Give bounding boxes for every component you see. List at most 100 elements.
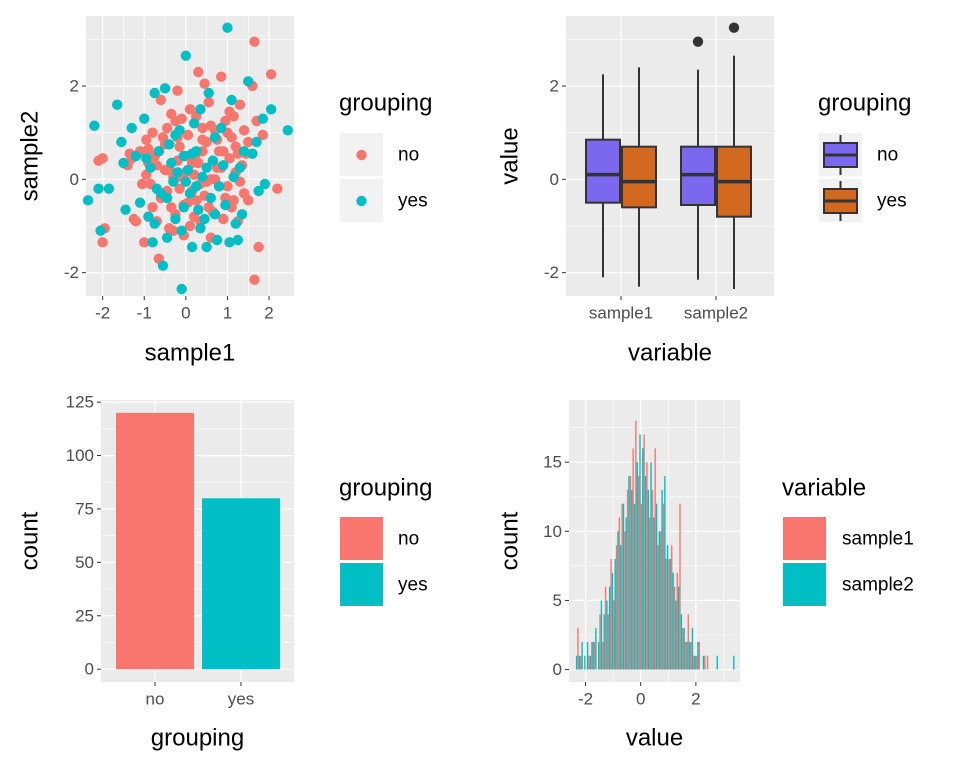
scatter-point-yes (216, 122, 227, 134)
hist-bar-sample2 (584, 655, 586, 670)
scatter-point-yes (203, 87, 214, 99)
hist-bar-sample2 (672, 572, 674, 670)
scatter-point-yes (176, 225, 187, 236)
legend-label-no: no (398, 145, 419, 166)
hist-bar-sample1 (646, 462, 648, 670)
y-axis-title: count (17, 511, 44, 570)
hist-bar-sample2 (697, 641, 699, 670)
scatter-point-yes (201, 241, 212, 253)
scatter-point-yes (116, 136, 127, 148)
y-axis-title: count (497, 511, 524, 570)
scatter-point-yes (259, 178, 271, 190)
legend-title: grouping (339, 90, 432, 117)
scatter-point-no (238, 125, 250, 136)
y-tick-label: 100 (66, 446, 94, 465)
hist-bar-sample2 (658, 531, 661, 670)
box-sample1-yes (621, 145, 657, 209)
hist-bar-sample2 (686, 641, 688, 670)
hist-bar-sample2 (614, 558, 616, 670)
scatter-point-yes (93, 183, 104, 194)
scatter-point-no (184, 220, 196, 232)
scatter-point-no (253, 241, 264, 253)
scatter-point-yes (186, 148, 198, 159)
scatter-point-yes (103, 183, 115, 194)
x-axis-title: sample1 (145, 340, 236, 367)
scatter-point-yes (141, 153, 152, 164)
scatter-point-yes (222, 22, 233, 33)
box-outlier (728, 22, 740, 33)
hist-bar-sample2 (631, 489, 633, 670)
y-tick-label: 25 (75, 606, 94, 625)
scatter-point-yes (130, 150, 142, 162)
scatter-point-no (203, 202, 214, 213)
scatter-point-yes (224, 237, 235, 248)
hist-bar-sample2 (683, 628, 685, 670)
scatter-point-no (257, 129, 268, 141)
hist-bar-sample2 (581, 641, 583, 670)
hist-bar-sample2 (644, 476, 647, 670)
scatter-point-no (218, 213, 229, 225)
legend-key-no (356, 149, 367, 161)
hist-bar-sample2 (606, 600, 608, 670)
hist-bar-sample2 (661, 489, 663, 670)
scatter-point-yes (180, 176, 192, 187)
scatter-point-yes (166, 157, 177, 169)
bar-yes (202, 498, 280, 670)
hist-bar-sample2 (677, 586, 680, 670)
y-tick-label: -2 (64, 263, 79, 282)
scatter-point-yes (112, 99, 123, 110)
y-axis-title: value (497, 127, 524, 184)
scatter-point-no (164, 223, 175, 234)
x-axis-title: grouping (151, 725, 244, 752)
scatter-point-no (249, 36, 260, 47)
scatter-point-no (141, 134, 152, 145)
hist-bar-sample1 (660, 531, 662, 670)
hist-bar-sample2 (575, 655, 578, 670)
legend-key-sample1 (783, 517, 826, 560)
hist-bar-sample2 (578, 655, 581, 670)
scatter-point-no (174, 183, 185, 194)
scatter-point-yes (193, 204, 204, 215)
hist-bar-sample1 (693, 655, 695, 670)
scatter-point-yes (197, 171, 208, 183)
y-tick-label: 0 (553, 660, 562, 679)
hist-bar-sample1 (577, 628, 579, 670)
hist-bar-sample2 (600, 600, 603, 670)
hist-bar-sample1 (621, 503, 623, 670)
hist-bar-sample1 (662, 503, 665, 670)
legend-key-sample2 (783, 563, 826, 606)
scatter-point-yes (188, 118, 200, 129)
scatter-point-no (216, 71, 227, 82)
hist-bar-sample2 (650, 462, 652, 670)
scatter-point-yes (195, 104, 206, 115)
scatter-point-yes (161, 192, 173, 204)
scatter-point-yes (118, 157, 129, 169)
scatter-point-no (157, 132, 169, 143)
scatter-point-yes (243, 76, 254, 87)
scatter-point-no (230, 141, 241, 152)
scatter-point-yes (220, 199, 231, 211)
hist-bar-sample1 (657, 545, 659, 670)
scatter-point-yes (139, 113, 150, 124)
x-tick-label: 0 (636, 690, 645, 709)
legend-label-yes: yes (398, 191, 428, 212)
hist-bar-sample2 (611, 572, 614, 670)
hist-bar-sample1 (671, 545, 673, 670)
hist-bar-sample2 (675, 600, 677, 670)
scatter-point-no (182, 129, 194, 141)
hist-bar-sample2 (680, 614, 683, 670)
bar-legend: grouping no yes (339, 475, 432, 606)
scatter-point-no (143, 143, 154, 155)
scatter-point-no (172, 85, 183, 96)
hist-bar-sample2 (622, 503, 625, 670)
legend-key-no (340, 517, 383, 560)
hist-bar-sample2 (669, 558, 672, 670)
x-axis-title: variable (628, 340, 712, 367)
hist-bar-sample1 (704, 655, 706, 670)
hist-bar-sample1 (602, 641, 604, 670)
scatter-point-yes (253, 185, 264, 197)
hist-bar-sample1 (580, 655, 582, 670)
legend-label-sample1: sample1 (842, 529, 914, 550)
hist-bar-sample1 (676, 572, 678, 670)
